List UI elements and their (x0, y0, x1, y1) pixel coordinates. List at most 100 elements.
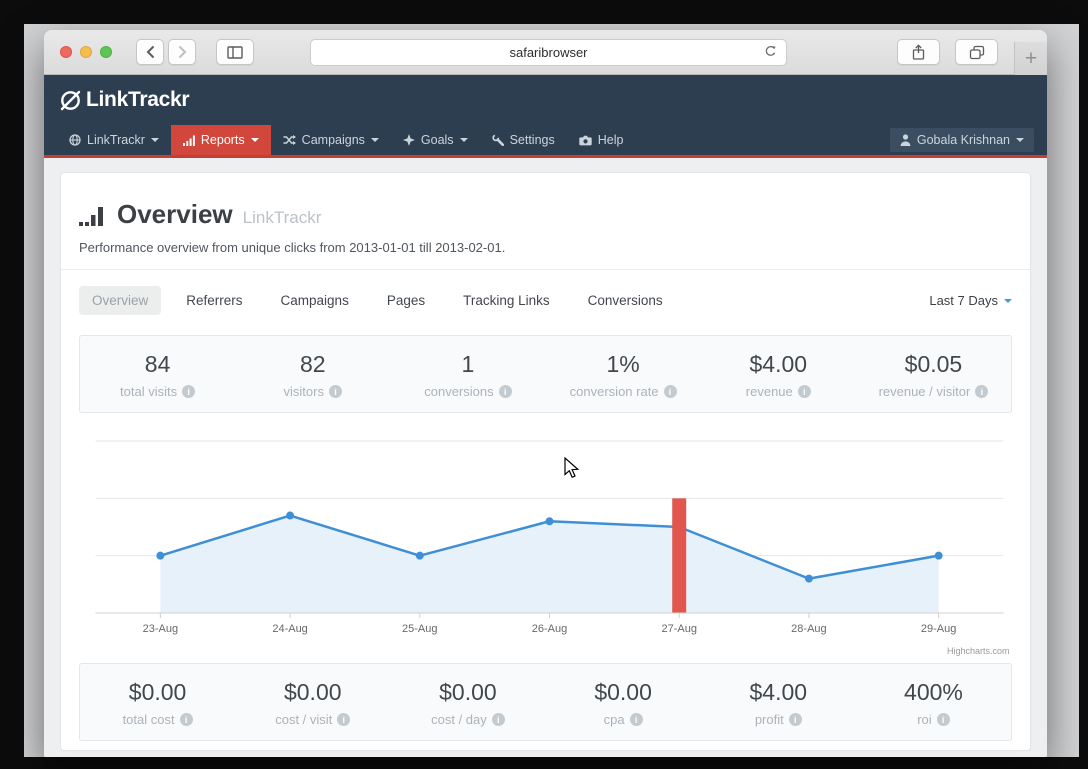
minimize-window-button[interactable] (80, 46, 92, 58)
nav-item-settings[interactable]: Settings (480, 125, 567, 155)
info-icon[interactable]: i (975, 385, 989, 398)
svg-text:25-Aug: 25-Aug (402, 623, 437, 635)
stat-total-visits: 84 total visits i (80, 351, 235, 399)
target-icon (402, 134, 415, 146)
logo-text: LinkTrackr (86, 88, 190, 111)
nav-label: Goals (420, 133, 454, 147)
svg-text:27-Aug: 27-Aug (661, 623, 696, 635)
tab-tracking-links[interactable]: Tracking Links (463, 293, 550, 308)
info-icon[interactable]: i (498, 385, 512, 398)
info-icon[interactable]: i (337, 713, 351, 726)
chevron-right-icon (178, 45, 186, 59)
tab-overview[interactable]: Overview (79, 286, 162, 315)
main-navbar: LinkTrackr Reports Campaigns Goals Setti (44, 125, 1047, 158)
stat-roi: 400% roi i (904, 679, 963, 727)
stat-visitors: 82 visitors i (235, 351, 390, 399)
stat-conversion-rate: 1% conversion rate i (546, 351, 701, 399)
date-range-label: Last 7 Days (929, 293, 998, 308)
info-icon[interactable]: i (936, 713, 950, 726)
line-chart-svg: 23-Aug 24-Aug 25-Aug 26-Aug 27-Aug 28-Aug 29-A… (95, 440, 1010, 656)
share-icon (912, 43, 925, 60)
tab-conversions[interactable]: Conversions (587, 293, 663, 308)
nav-item-campaigns[interactable]: Campaigns (271, 125, 391, 155)
address-bar[interactable]: safaribrowser (310, 39, 787, 66)
nav-item-goals[interactable]: Goals (391, 125, 480, 155)
caret-down-icon (150, 138, 159, 146)
info-icon[interactable]: i (788, 713, 802, 726)
tab-overview-button[interactable] (955, 39, 998, 65)
history-buttons (136, 39, 196, 65)
nav-item-linktrackr[interactable]: LinkTrackr (57, 125, 171, 155)
svg-text:23-Aug: 23-Aug (143, 623, 178, 635)
wrench-icon (491, 134, 504, 146)
info-icon[interactable]: i (491, 713, 505, 726)
caret-down-icon (459, 138, 468, 146)
close-window-button[interactable] (60, 46, 72, 58)
stat-profit: $4.00 profit i (749, 679, 808, 727)
date-range-selector[interactable]: Last 7 Days (929, 293, 1012, 308)
linktrackr-logo-icon (60, 90, 81, 110)
linktrackr-logo[interactable]: LinkTrackr (59, 88, 190, 112)
nav-label: Campaigns (301, 133, 365, 147)
stat-cost-per-day: $0.00 cost / day i (390, 679, 545, 727)
bar-chart-icon (182, 135, 195, 146)
visits-chart[interactable]: 23-Aug 24-Aug 25-Aug 26-Aug 27-Aug 28-Aug 29-A… (79, 421, 1012, 657)
page-title-suffix: LinkTrackr (242, 208, 322, 227)
camera-icon (579, 135, 592, 145)
tab-referrers[interactable]: Referrers (186, 293, 243, 308)
caret-down-icon (370, 138, 379, 146)
page-subtitle: Performance overview from unique clicks … (79, 240, 506, 255)
user-menu-button[interactable]: Gobala Krishnan (889, 128, 1034, 152)
user-icon (900, 134, 911, 146)
svg-text:Highcharts.com: Highcharts.com (947, 646, 1010, 656)
info-icon[interactable]: i (182, 385, 196, 398)
browser-titlebar: safaribrowser + (44, 30, 1047, 75)
info-icon[interactable]: i (328, 385, 342, 398)
nav-label: Reports (200, 133, 245, 147)
svg-text:24-Aug: 24-Aug (272, 623, 307, 635)
info-icon[interactable]: i (663, 385, 677, 398)
page-title: Overview (117, 199, 233, 229)
nav-label: Settings (509, 133, 555, 147)
page-background: Overview LinkTrackr Performance overview… (44, 158, 1047, 757)
caret-down-icon (1016, 138, 1024, 146)
share-button[interactable] (897, 39, 940, 65)
nav-label: LinkTrackr (87, 133, 145, 147)
tab-pages[interactable]: Pages (386, 293, 426, 308)
info-icon[interactable]: i (179, 713, 193, 726)
forward-button[interactable] (168, 39, 196, 65)
new-tab-button[interactable]: + (1014, 42, 1047, 75)
sidebar-icon (227, 45, 243, 59)
sidebar-toggle-button[interactable] (216, 39, 254, 65)
tab-campaigns[interactable]: Campaigns (280, 293, 349, 308)
stat-total-cost: $0.00 total cost i (80, 679, 235, 727)
overview-card: Overview LinkTrackr Performance overview… (60, 172, 1031, 751)
mouse-cursor (564, 457, 580, 478)
info-icon[interactable]: i (629, 713, 643, 726)
nav-item-reports[interactable]: Reports (170, 125, 271, 155)
report-bars-icon (79, 206, 103, 226)
svg-text:28-Aug: 28-Aug (791, 623, 826, 635)
caret-down-icon (250, 138, 259, 146)
user-name: Gobala Krishnan (916, 133, 1010, 147)
reload-icon[interactable] (763, 44, 778, 62)
svg-text:26-Aug: 26-Aug (532, 623, 567, 635)
url-text: safaribrowser (509, 45, 588, 60)
report-tabs: Overview Referrers Campaigns Pages Track… (61, 269, 1030, 331)
back-button[interactable] (136, 39, 164, 65)
caret-down-icon (1004, 298, 1012, 307)
stat-revenue: $4.00 revenue i (701, 351, 856, 399)
info-icon[interactable]: i (797, 385, 811, 398)
zoom-window-button[interactable] (100, 46, 112, 58)
nav-item-help[interactable]: Help (567, 125, 636, 155)
card-header: Overview LinkTrackr Performance overview… (61, 173, 1030, 269)
nav-label: Help (597, 133, 624, 147)
stat-conversions: 1 conversions i (390, 351, 545, 399)
traffic-lights (60, 46, 112, 58)
stat-cpa: $0.00 cpa i (594, 679, 652, 727)
tab-overview-icon (969, 45, 984, 59)
shuffle-icon (283, 135, 296, 145)
chevron-left-icon (146, 45, 154, 59)
site-header: LinkTrackr (44, 75, 1047, 125)
